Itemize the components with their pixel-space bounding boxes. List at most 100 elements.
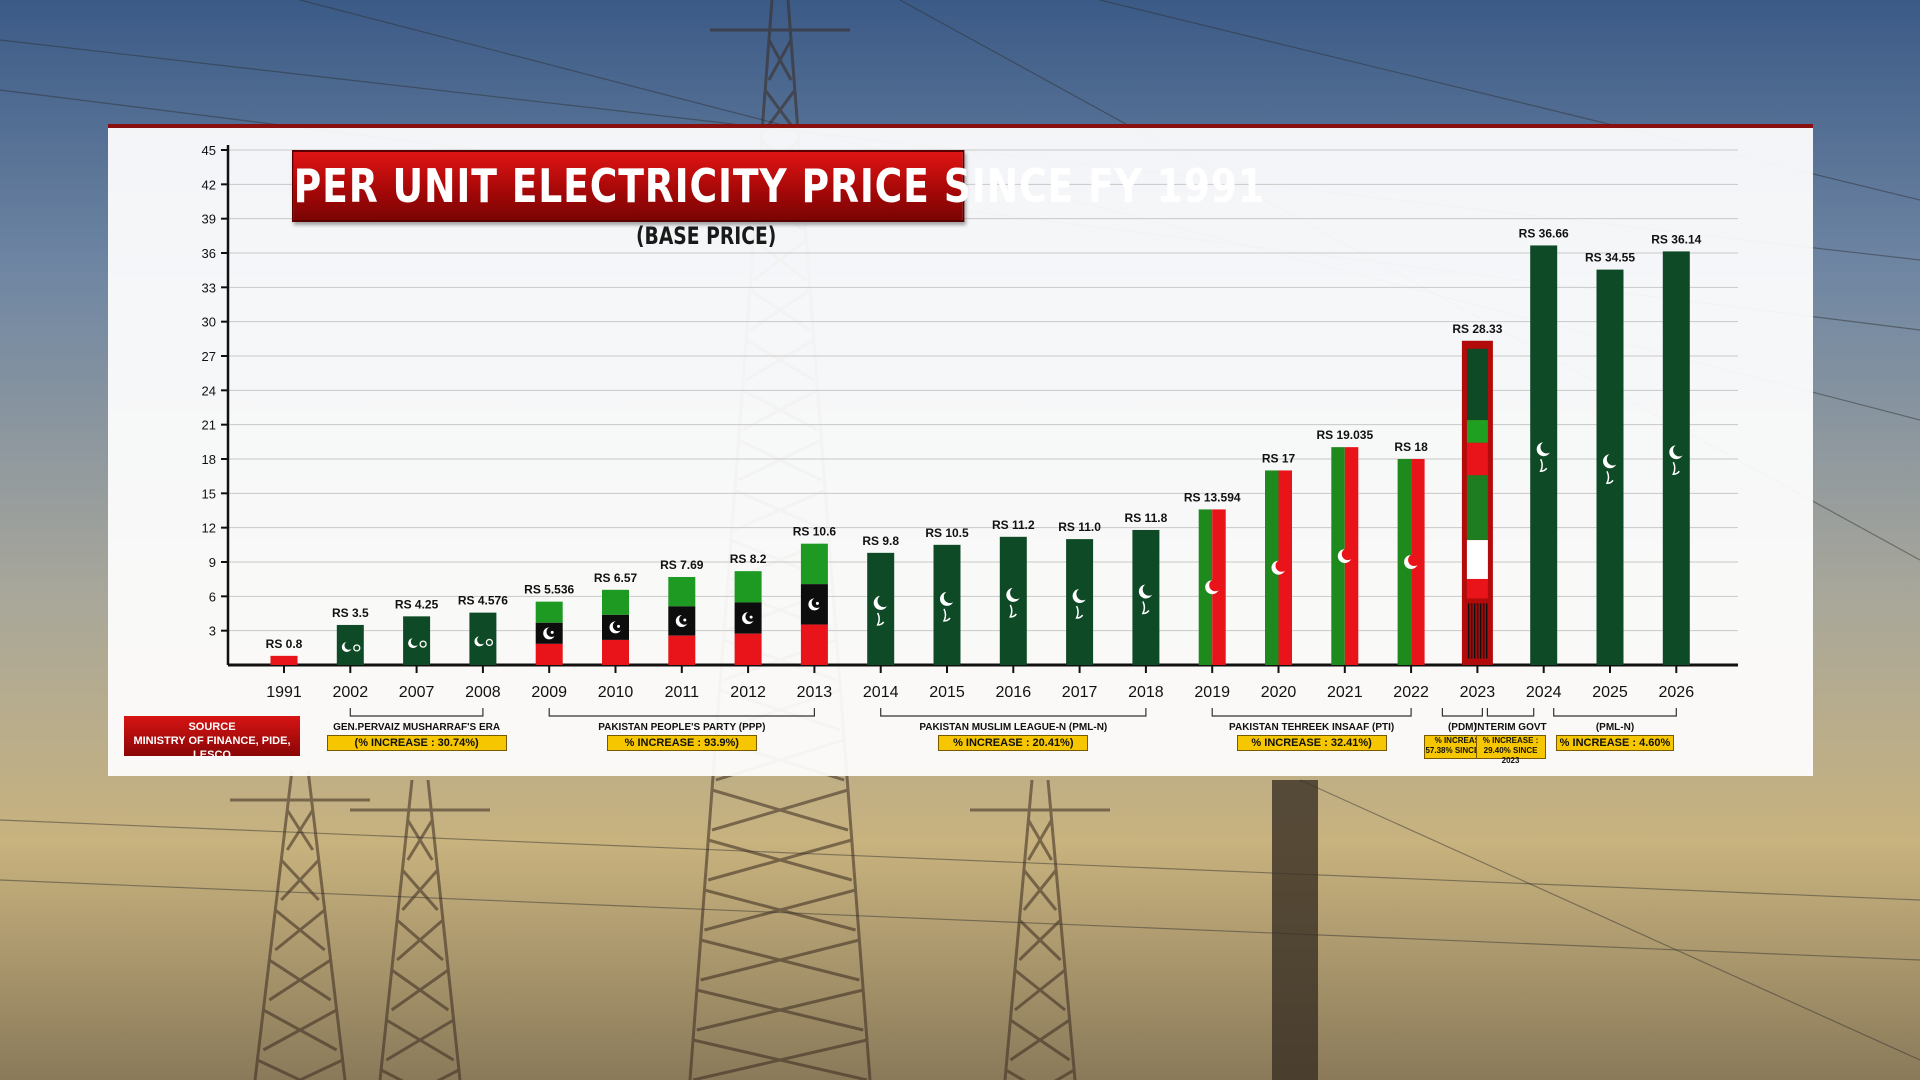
data-label: RS 4.25 bbox=[395, 597, 439, 611]
data-label: RS 36.14 bbox=[1651, 232, 1701, 246]
era-bracket bbox=[349, 708, 484, 717]
data-label: RS 18 bbox=[1394, 440, 1428, 454]
y-tick-label: 30 bbox=[202, 315, 216, 330]
x-tick-label: 2009 bbox=[531, 684, 567, 701]
bar-2022 bbox=[1397, 459, 1425, 665]
chart-title: PER UNIT ELECTRICITY PRICE SINCE FY 1991 bbox=[292, 150, 1264, 222]
y-tick-label: 39 bbox=[202, 212, 216, 227]
bar-2025 bbox=[1596, 269, 1624, 665]
era-increase-badge: (% INCREASE : 30.74%) bbox=[326, 735, 507, 751]
data-label: RS 34.55 bbox=[1585, 251, 1635, 265]
bar-2026 bbox=[1662, 251, 1690, 666]
chart-panel bbox=[108, 124, 1813, 776]
data-label: RS 11.2 bbox=[992, 518, 1035, 532]
x-tick-label: 2002 bbox=[333, 684, 369, 701]
era-increase-badge: % INCREASE : 32.41%) bbox=[1236, 735, 1387, 751]
x-tick-label: 2008 bbox=[465, 684, 501, 701]
data-label: RS 5.536 bbox=[524, 583, 574, 597]
era-increase-badge: % INCREASE : 4.60% bbox=[1556, 735, 1674, 751]
power-line bbox=[1299, 779, 1920, 1061]
data-label: RS 28.33 bbox=[1452, 322, 1502, 336]
bar-2012 bbox=[734, 571, 762, 665]
data-label: RS 8.2 bbox=[730, 552, 767, 566]
x-tick-label: 2013 bbox=[797, 684, 833, 701]
x-tick-label: 2024 bbox=[1526, 684, 1562, 701]
utility-pole bbox=[1272, 780, 1318, 1080]
era-name: PAKISTAN PEOPLE'S PARTY (PPP) bbox=[598, 722, 766, 733]
power-line bbox=[0, 819, 1920, 901]
data-label: RS 4.576 bbox=[458, 594, 508, 608]
y-tick-label: 6 bbox=[209, 589, 216, 604]
bar-2015 bbox=[933, 544, 961, 665]
era-increase-badge: % INCREASE : 29.40% SINCE 2023 bbox=[1475, 735, 1546, 765]
chart-subtitle: (BASE PRICE) bbox=[636, 222, 777, 250]
x-tick-label: 2010 bbox=[598, 684, 634, 701]
bar-2002 bbox=[336, 624, 364, 665]
y-tick-label: 36 bbox=[202, 246, 216, 261]
era-bracket bbox=[548, 708, 815, 717]
x-tick-label: 2012 bbox=[730, 684, 766, 701]
x-tick-label: 2007 bbox=[399, 684, 435, 701]
data-label: RS 11.0 bbox=[1058, 520, 1101, 534]
era-bracket bbox=[880, 708, 1147, 717]
y-tick-label: 45 bbox=[202, 143, 216, 158]
y-tick-label: 18 bbox=[202, 452, 216, 467]
era-name: INTERIM GOVT bbox=[1474, 722, 1547, 733]
bar-2014 bbox=[867, 552, 895, 665]
x-tick-label: 2016 bbox=[996, 684, 1032, 701]
data-label: RS 3.5 bbox=[332, 606, 369, 620]
bar-2018 bbox=[1132, 529, 1160, 665]
era-bracket bbox=[1486, 708, 1535, 717]
x-tick-label: 2023 bbox=[1460, 684, 1496, 701]
data-label: RS 10.6 bbox=[793, 525, 837, 539]
source-text: MINISTRY OF FINANCE, PIDE, LESCO bbox=[133, 735, 291, 761]
data-label: RS 0.8 bbox=[266, 637, 303, 651]
x-tick-label: 2015 bbox=[929, 684, 965, 701]
x-tick-label: 1991 bbox=[266, 684, 302, 701]
data-label: RS 17 bbox=[1262, 451, 1296, 465]
bar-2010 bbox=[602, 589, 629, 665]
data-label: RS 9.8 bbox=[862, 534, 899, 548]
y-tick-label: 9 bbox=[209, 555, 216, 570]
x-tick-label: 2021 bbox=[1327, 684, 1363, 701]
bar-1991 bbox=[270, 655, 298, 665]
data-label: RS 6.57 bbox=[594, 571, 638, 585]
x-tick-label: 2026 bbox=[1659, 684, 1695, 701]
x-tick-label: 2014 bbox=[863, 684, 899, 701]
bar-2008 bbox=[469, 612, 497, 665]
bar-2020 bbox=[1265, 470, 1292, 665]
bar-2023 bbox=[1461, 340, 1493, 665]
x-tick-label: 2011 bbox=[665, 684, 700, 701]
y-tick-label: 24 bbox=[202, 383, 216, 398]
pylon-silhouette bbox=[230, 769, 370, 1080]
era-name: PAKISTAN MUSLIM LEAGUE-N (PML-N) bbox=[919, 722, 1108, 733]
era-name: PAKISTAN TEHREEK INSAAF (PTI) bbox=[1229, 722, 1395, 733]
pylon-silhouette bbox=[970, 779, 1110, 1080]
x-tick-label: 2022 bbox=[1393, 684, 1429, 701]
data-label: RS 7.69 bbox=[660, 558, 704, 572]
bar-2019 bbox=[1198, 509, 1226, 665]
era-name: GEN.PERVAIZ MUSHARRAF'S ERA bbox=[333, 722, 501, 733]
era-increase-badge: % INCREASE : 20.41%) bbox=[938, 735, 1089, 751]
data-label: RS 11.8 bbox=[1125, 511, 1168, 525]
y-tick-label: 42 bbox=[202, 177, 216, 192]
bar-2011 bbox=[668, 576, 696, 665]
bar-2009 bbox=[535, 601, 563, 665]
y-tick-label: 15 bbox=[202, 486, 216, 501]
era-name: (PDM) bbox=[1447, 722, 1477, 733]
bar-2017 bbox=[1066, 539, 1094, 665]
x-tick-label: 2017 bbox=[1062, 684, 1098, 701]
era-bracket bbox=[1211, 708, 1412, 717]
data-label: RS 19.035 bbox=[1316, 428, 1373, 442]
y-tick-label: 33 bbox=[202, 280, 216, 295]
bar-2013 bbox=[800, 543, 828, 665]
data-label: RS 36.66 bbox=[1519, 226, 1569, 240]
y-tick-label: 3 bbox=[209, 624, 216, 639]
x-tick-label: 2025 bbox=[1592, 684, 1628, 701]
x-tick-label: 2019 bbox=[1194, 684, 1230, 701]
x-tick-label: 2018 bbox=[1128, 684, 1164, 701]
source-badge: SOURCE MINISTRY OF FINANCE, PIDE, LESCO bbox=[124, 716, 300, 761]
bar-2016 bbox=[999, 536, 1027, 665]
data-label: RS 10.5 bbox=[925, 526, 969, 540]
